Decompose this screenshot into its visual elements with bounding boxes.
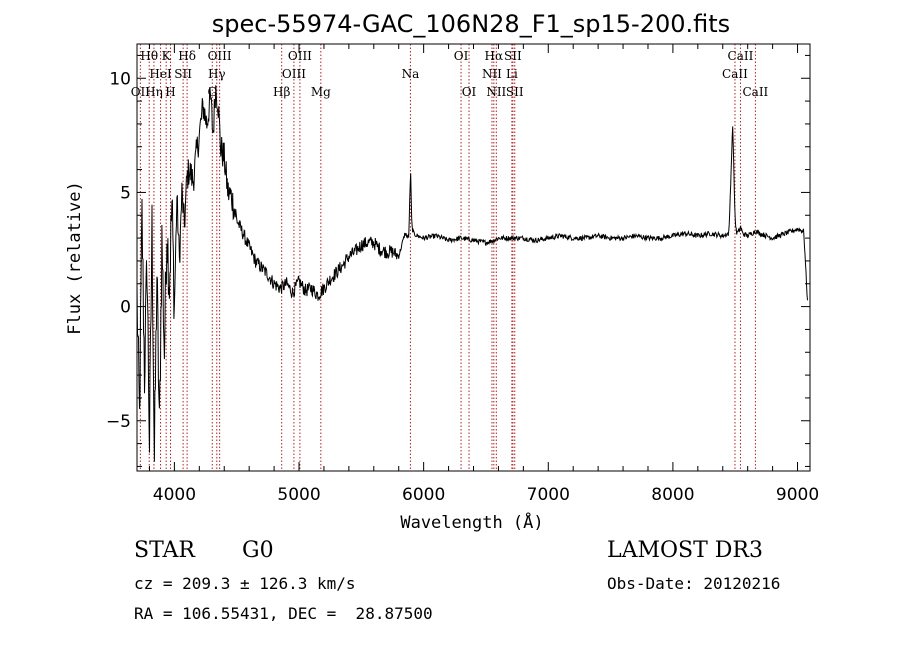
line-label: Na	[402, 67, 420, 81]
x-tick-label: 7000	[527, 485, 570, 505]
x-tick-label: 5000	[277, 485, 320, 505]
line-label: Mg	[311, 85, 331, 99]
y-tick-label: 0	[120, 298, 131, 318]
line-label: NII	[486, 85, 506, 99]
line-label: CaII	[742, 85, 768, 99]
line-label: Hδ	[178, 49, 196, 63]
emission-line-markers	[139, 44, 756, 471]
line-label: NII	[482, 67, 502, 81]
y-tick-label: 5	[120, 183, 131, 203]
line-label: Hβ	[273, 85, 290, 99]
y-axis-label: Flux (relative)	[65, 181, 85, 335]
x-axis-label: Wavelength (Å)	[400, 511, 543, 533]
line-label: HeI	[149, 67, 172, 81]
line-label: Hα	[485, 49, 504, 63]
observation-date: Obs-Date: 20120216	[607, 574, 781, 593]
line-label: OII	[131, 85, 151, 99]
line-label: CaII	[728, 49, 754, 63]
line-label: Hθ	[140, 49, 158, 63]
spectrum-line	[136, 85, 808, 462]
line-label: OI	[462, 85, 477, 99]
y-tick-label: 10	[109, 69, 131, 89]
line-label: H	[165, 85, 175, 99]
chart-title: spec-55974-GAC_106N28_F1_sp15-200.fits	[212, 10, 730, 38]
x-axis-ticks: 4000 5000 6000 7000 8000 9000	[148, 44, 819, 505]
line-label: SII	[506, 85, 524, 99]
x-tick-label: 6000	[402, 485, 445, 505]
line-label: G	[207, 85, 217, 99]
object-subclass: G0	[242, 538, 274, 563]
line-label: SII	[504, 49, 522, 63]
x-tick-label: 8000	[651, 485, 694, 505]
plot-frame	[136, 43, 811, 472]
line-label: K	[162, 49, 172, 63]
line-label: Hγ	[208, 67, 226, 81]
ra-dec-coordinates: RA = 106.55431, DEC = 28.87500	[134, 604, 433, 623]
redshift-velocity: cz = 209.3 ± 126.3 km/s	[134, 574, 356, 593]
x-tick-label: 9000	[776, 485, 819, 505]
line-label: OIII	[282, 67, 306, 81]
line-label: OI	[454, 49, 469, 63]
line-label: CaII	[722, 67, 748, 81]
x-tick-label: 4000	[153, 485, 196, 505]
y-tick-label: −5	[106, 412, 131, 432]
line-label: Hη	[145, 85, 163, 99]
line-label: OIII	[208, 49, 232, 63]
y-axis-ticks: −5 0 5 10	[106, 54, 810, 467]
survey-name: LAMOST DR3	[607, 538, 763, 563]
line-label: OIII	[288, 49, 312, 63]
line-label: Li	[506, 67, 518, 81]
object-class: STAR	[134, 538, 195, 563]
line-label: SII	[174, 67, 192, 81]
